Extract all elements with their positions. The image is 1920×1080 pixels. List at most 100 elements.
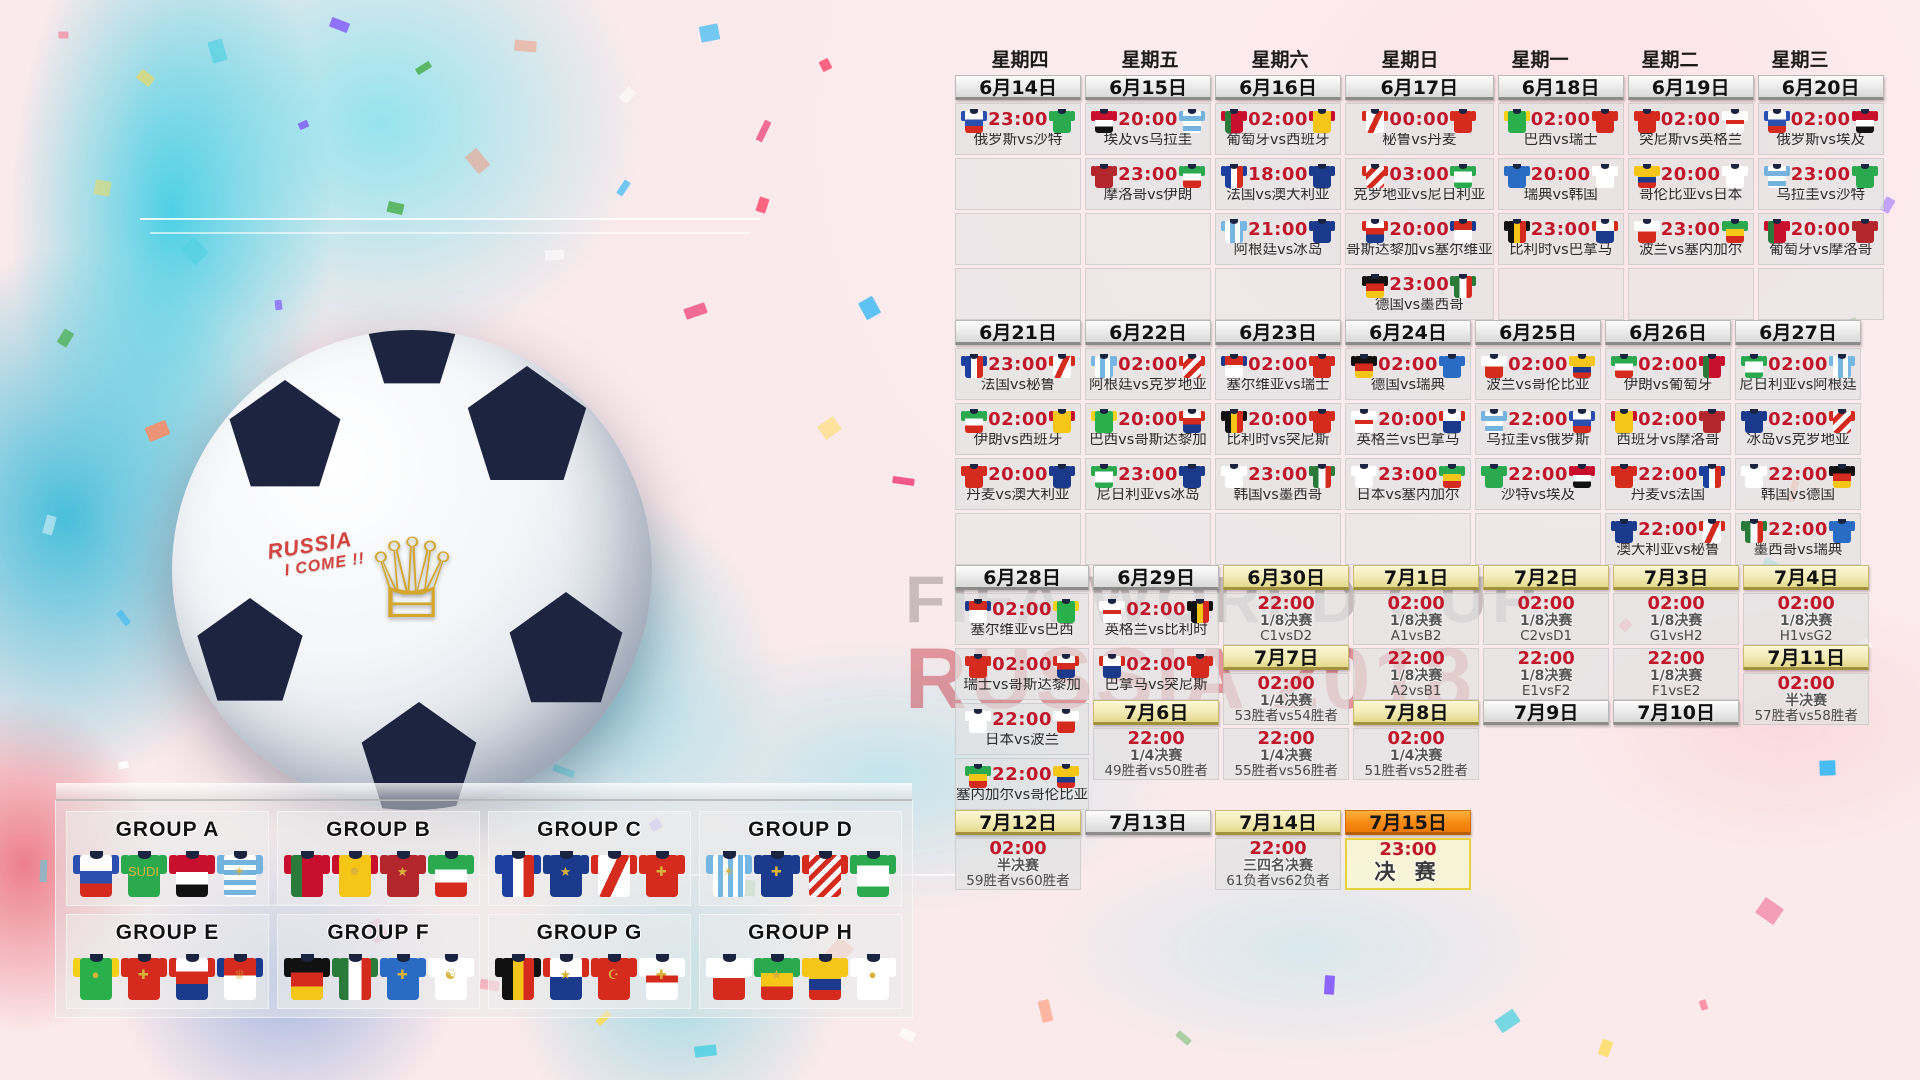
match-cell[interactable]: 20:00 巴西vs哥斯达黎加 xyxy=(1085,403,1211,455)
date-chip-6月23日[interactable]: 6月23日 xyxy=(1215,320,1341,345)
date-chip-6月17日[interactable]: 6月17日 xyxy=(1345,75,1494,100)
date-chip-7月10日[interactable]: 7月10日 xyxy=(1613,700,1740,725)
match-cell[interactable]: 02:00 瑞士vs哥斯达黎加 xyxy=(955,648,1090,700)
date-chip-7月2日[interactable]: 7月2日 xyxy=(1483,565,1610,590)
date-chip-7月8日[interactable]: 7月8日 xyxy=(1353,700,1480,725)
match-cell[interactable]: 02:00 巴拿马vs突尼斯 xyxy=(1093,648,1220,700)
date-chip-6月27日[interactable]: 6月27日 xyxy=(1735,320,1861,345)
date-chip-6月26日[interactable]: 6月26日 xyxy=(1605,320,1731,345)
knockout-match-cell[interactable]: 02:00 1/8决赛 G1vsH2 xyxy=(1613,593,1740,645)
match-cell[interactable]: 23:00 俄罗斯vs沙特 xyxy=(955,103,1081,155)
group-cell-group-h[interactable]: GROUP H ★ ● xyxy=(699,914,902,1009)
date-chip-6月29日[interactable]: 6月29日 xyxy=(1093,565,1220,590)
knockout-match-cell[interactable]: 22:00 1/4决赛 55胜者vs56胜者 xyxy=(1223,728,1350,780)
match-cell[interactable]: 02:00 伊朗vs西班牙 xyxy=(955,403,1081,455)
match-cell[interactable]: 20:00 丹麦vs澳大利亚 xyxy=(955,458,1081,510)
date-chip-7月3日[interactable]: 7月3日 xyxy=(1613,565,1740,590)
knockout-match-cell[interactable]: 02:00 1/8决赛 C2vsD1 xyxy=(1483,593,1610,645)
match-cell[interactable]: 02:00 冰岛vs克罗地亚 xyxy=(1735,403,1861,455)
match-cell[interactable]: 23:00 摩洛哥vs伊朗 xyxy=(1085,158,1211,210)
match-cell[interactable]: 02:00 伊朗vs葡萄牙 xyxy=(1605,348,1731,400)
date-chip-6月15日[interactable]: 6月15日 xyxy=(1085,75,1211,100)
match-cell[interactable]: 23:00 法国vs秘鲁 xyxy=(955,348,1081,400)
match-cell[interactable]: 23:00 日本vs塞内加尔 xyxy=(1345,458,1471,510)
match-cell[interactable]: 23:00 乌拉圭vs沙特 xyxy=(1757,158,1884,210)
date-chip-7月6日[interactable]: 7月6日 xyxy=(1093,700,1220,725)
match-cell[interactable]: 22:00 塞内加尔vs哥伦比亚 xyxy=(955,758,1090,810)
match-cell[interactable]: 20:00 瑞典vs韩国 xyxy=(1497,158,1624,210)
match-cell[interactable]: 23:00 比利时vs巴拿马 xyxy=(1497,213,1624,265)
knockout-match-cell[interactable]: 02:00 半决赛 57胜者vs58胜者 xyxy=(1743,673,1870,725)
match-cell[interactable]: 23:00 韩国vs墨西哥 xyxy=(1215,458,1341,510)
knockout-match-cell[interactable]: 22:00 1/8决赛 F1vsE2 xyxy=(1613,648,1740,700)
knockout-match-cell[interactable]: 02:00 1/4决赛 51胜者vs52胜者 xyxy=(1353,728,1480,780)
group-cell-group-e[interactable]: GROUP E ● ✚ ♕ xyxy=(66,914,269,1009)
knockout-match-cell[interactable]: 22:00 1/4决赛 49胜者vs50胜者 xyxy=(1093,728,1220,780)
match-cell[interactable]: 02:00 塞尔维亚vs巴西 xyxy=(955,593,1090,645)
match-cell[interactable]: 02:00 西班牙vs摩洛哥 xyxy=(1605,403,1731,455)
match-cell[interactable]: 22:00 墨西哥vs瑞典 xyxy=(1735,513,1861,565)
knockout-match-cell[interactable]: 23:00 决 赛 xyxy=(1345,838,1471,890)
knockout-match-cell[interactable]: 22:00 1/8决赛 E1vsF2 xyxy=(1483,648,1610,700)
knockout-match-cell[interactable]: 22:00 1/8决赛 C1vsD2 xyxy=(1223,593,1350,645)
match-cell[interactable]: 03:00 克罗地亚vs尼日利亚 xyxy=(1345,158,1494,210)
date-chip-7月15日[interactable]: 7月15日 xyxy=(1345,810,1471,835)
knockout-match-cell[interactable]: 22:00 三四名决赛 61负者vs62负者 xyxy=(1215,838,1341,890)
date-chip-6月22日[interactable]: 6月22日 xyxy=(1085,320,1211,345)
match-cell[interactable]: 22:00 沙特vs埃及 xyxy=(1475,458,1601,510)
date-chip-6月14日[interactable]: 6月14日 xyxy=(955,75,1081,100)
match-cell[interactable]: 22:00 乌拉圭vs俄罗斯 xyxy=(1475,403,1601,455)
date-chip-7月1日[interactable]: 7月1日 xyxy=(1353,565,1480,590)
group-cell-group-d[interactable]: GROUP D ☀ ✚ xyxy=(699,811,902,906)
match-cell[interactable]: 02:00 德国vs瑞典 xyxy=(1345,348,1471,400)
knockout-match-cell[interactable]: 22:00 1/8决赛 A2vsB1 xyxy=(1353,648,1480,700)
match-cell[interactable]: 22:00 丹麦vs法国 xyxy=(1605,458,1731,510)
match-cell[interactable]: 02:00 阿根廷vs克罗地亚 xyxy=(1085,348,1211,400)
group-cell-group-b[interactable]: GROUP B ✸ ★ xyxy=(277,811,480,906)
match-cell[interactable]: 23:00 德国vs墨西哥 xyxy=(1345,268,1494,320)
date-chip-7月11日[interactable]: 7月11日 xyxy=(1743,645,1870,670)
match-cell[interactable]: 02:00 突尼斯vs英格兰 xyxy=(1627,103,1754,155)
knockout-match-cell[interactable]: 02:00 1/4决赛 53胜者vs54胜者 xyxy=(1223,673,1350,725)
match-cell[interactable]: 21:00 阿根廷vs冰岛 xyxy=(1215,213,1341,265)
group-cell-group-g[interactable]: GROUP G ★ ☪ ✚ xyxy=(488,914,691,1009)
match-cell[interactable]: 22:00 韩国vs德国 xyxy=(1735,458,1861,510)
date-chip-7月7日[interactable]: 7月7日 xyxy=(1223,645,1350,670)
date-chip-6月19日[interactable]: 6月19日 xyxy=(1627,75,1754,100)
match-cell[interactable]: 02:00 波兰vs哥伦比亚 xyxy=(1475,348,1601,400)
match-cell[interactable]: 23:00 波兰vs塞内加尔 xyxy=(1627,213,1754,265)
match-cell[interactable]: 18:00 法国vs澳大利亚 xyxy=(1215,158,1341,210)
date-chip-7月9日[interactable]: 7月9日 xyxy=(1483,700,1610,725)
match-cell[interactable]: 20:00 比利时vs突尼斯 xyxy=(1215,403,1341,455)
date-chip-7月13日[interactable]: 7月13日 xyxy=(1085,810,1211,835)
match-cell[interactable]: 20:00 哥伦比亚vs日本 xyxy=(1627,158,1754,210)
knockout-match-cell[interactable]: 02:00 1/8决赛 H1vsG2 xyxy=(1743,593,1870,645)
date-chip-7月14日[interactable]: 7月14日 xyxy=(1215,810,1341,835)
date-chip-6月21日[interactable]: 6月21日 xyxy=(955,320,1081,345)
match-cell[interactable]: 23:00 尼日利亚vs冰岛 xyxy=(1085,458,1211,510)
match-cell[interactable]: 02:00 巴西vs瑞士 xyxy=(1497,103,1624,155)
group-cell-group-f[interactable]: GROUP F ✚ ☯ xyxy=(277,914,480,1009)
match-cell[interactable]: 02:00 俄罗斯vs埃及 xyxy=(1757,103,1884,155)
match-cell[interactable]: 02:00 塞尔维亚vs瑞士 xyxy=(1215,348,1341,400)
date-chip-6月30日[interactable]: 6月30日 xyxy=(1223,565,1350,590)
match-cell[interactable]: 20:00 哥斯达黎加vs塞尔维亚 xyxy=(1345,213,1494,265)
knockout-match-cell[interactable]: 02:00 半决赛 59胜者vs60胜者 xyxy=(955,838,1081,890)
date-chip-6月20日[interactable]: 6月20日 xyxy=(1757,75,1884,100)
date-chip-6月16日[interactable]: 6月16日 xyxy=(1215,75,1341,100)
group-cell-group-c[interactable]: GROUP C ★ ✚ xyxy=(488,811,691,906)
date-chip-6月18日[interactable]: 6月18日 xyxy=(1497,75,1624,100)
match-cell[interactable]: 02:00 尼日利亚vs阿根廷 xyxy=(1735,348,1861,400)
match-cell[interactable]: 02:00 葡萄牙vs西班牙 xyxy=(1215,103,1341,155)
match-cell[interactable]: 20:00 英格兰vs巴拿马 xyxy=(1345,403,1471,455)
group-cell-group-a[interactable]: GROUP A SUDI ☀ xyxy=(66,811,269,906)
match-cell[interactable]: 02:00 英格兰vs比利时 xyxy=(1093,593,1220,645)
match-cell[interactable]: 22:00 日本vs波兰 xyxy=(955,703,1090,755)
date-chip-6月28日[interactable]: 6月28日 xyxy=(955,565,1090,590)
match-cell[interactable]: 20:00 埃及vs乌拉圭 xyxy=(1085,103,1211,155)
match-cell[interactable]: 22:00 澳大利亚vs秘鲁 xyxy=(1605,513,1731,565)
knockout-match-cell[interactable]: 02:00 1/8决赛 A1vsB2 xyxy=(1353,593,1480,645)
date-chip-6月25日[interactable]: 6月25日 xyxy=(1475,320,1601,345)
date-chip-7月12日[interactable]: 7月12日 xyxy=(955,810,1081,835)
date-chip-7月4日[interactable]: 7月4日 xyxy=(1743,565,1870,590)
